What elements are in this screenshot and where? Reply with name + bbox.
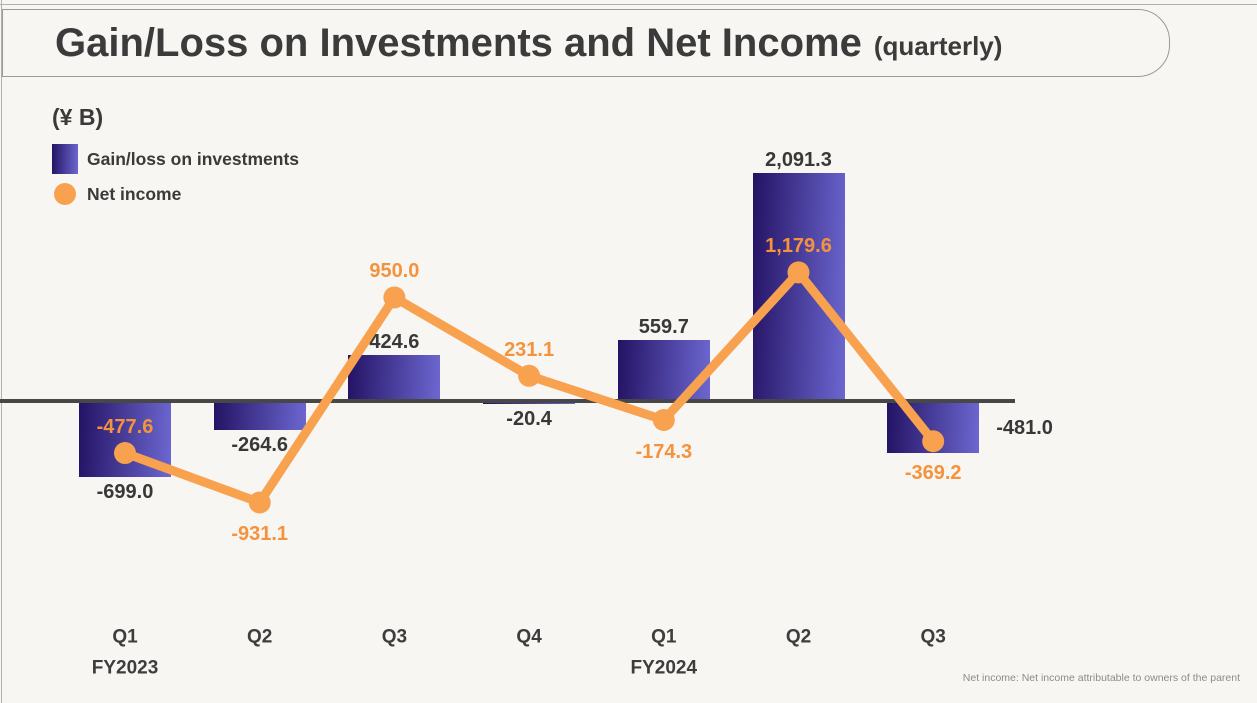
legend-item-net-income: Net income (52, 179, 299, 209)
net-income-label-3: 231.1 (504, 338, 555, 361)
bar-5-q2 (752, 173, 845, 401)
x-label-quarter-2: Q3 (381, 626, 408, 648)
bar-value-label-3: -20.4 (506, 407, 552, 430)
title-box: Gain/Loss on Investments and Net Income … (2, 9, 1170, 77)
net-income-point-6 (922, 430, 945, 453)
bar-value-label-0: -699.0 (96, 481, 154, 504)
net-income-point-4 (652, 408, 675, 431)
x-label-quarter-4: Q1 (651, 626, 677, 648)
page-title: Gain/Loss on Investments and Net Income (55, 20, 862, 65)
left-border-line (1, 0, 2, 703)
net-income-point-1 (248, 491, 271, 514)
net-income-point-0 (114, 442, 136, 465)
bar-1-q2 (213, 401, 306, 430)
bar-value-label-5: 2,091.3 (765, 149, 832, 172)
legend-label: Gain/loss on investments (87, 148, 299, 169)
net-income-label-5: 1,179.6 (765, 235, 832, 258)
page-title-qualifier: (quarterly) (873, 30, 1003, 61)
x-label-quarter-3: Q4 (516, 626, 542, 648)
x-label-quarter-1: Q2 (247, 626, 273, 648)
net-income-point-3 (518, 364, 541, 387)
bar-6-q3 (887, 401, 980, 454)
net-income-point-5 (787, 261, 810, 284)
footnote: Net income: Net income attributable to o… (962, 672, 1240, 684)
bar-swatch-icon (52, 144, 78, 174)
unit-label: (¥ B) (52, 104, 104, 130)
x-label-fy2023: FY2023 (91, 657, 159, 679)
bar-4-q1 (617, 339, 710, 401)
dot-swatch-icon (54, 183, 76, 205)
net-income-point-2 (383, 286, 406, 309)
legend-item-gain-loss: Gain/loss on investments (52, 144, 299, 174)
bar-value-label-1: -264.6 (231, 433, 289, 456)
bar-2-q3 (348, 354, 441, 401)
net-income-label-6: -369.2 (904, 462, 962, 485)
legend-label: Net income (87, 183, 182, 204)
x-label-quarter-5: Q2 (785, 626, 812, 648)
bar-value-label-2: 424.6 (369, 330, 420, 353)
net-income-label-2: 950.0 (369, 260, 420, 283)
x-label-quarter-6: Q3 (920, 626, 946, 648)
net-income-label-4: -174.3 (635, 440, 693, 463)
net-income-line (120, 267, 938, 507)
zero-axis-line (0, 399, 1015, 403)
net-income-label-1: -931.1 (231, 523, 289, 546)
x-label-fy2024: FY2024 (630, 657, 698, 679)
x-label-quarter-0: Q1 (112, 626, 138, 648)
bar-0-q1 (79, 401, 171, 478)
legend: Gain/loss on investments Net income (52, 144, 299, 214)
bar-value-label-4: 559.7 (638, 315, 689, 338)
top-border-line (0, 4, 1257, 5)
bar-value-label-6: -481.0 (996, 417, 1053, 440)
net-income-label-0: -477.6 (96, 416, 154, 439)
